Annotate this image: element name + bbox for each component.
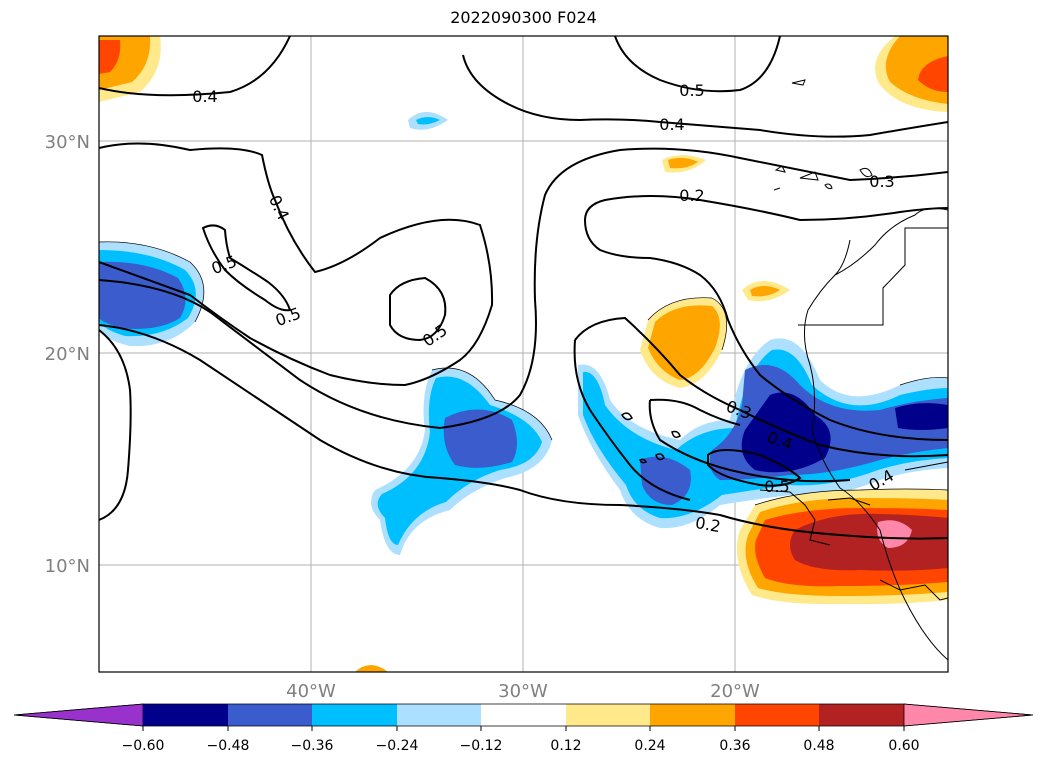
colorbar-segment [819, 704, 904, 726]
colorbar-segment [735, 704, 819, 726]
colorbar-tick-label: 0.48 [803, 738, 834, 754]
positive-anomaly-southeast [736, 489, 948, 605]
coastlines [759, 79, 948, 661]
negative-anomaly-central [371, 368, 552, 555]
colorbar-tick-label: −0.24 [376, 738, 419, 754]
map-area: 0.4 0.5 0.4 0.4 0.3 0.2 0.5 0.5 0.5 0.3 … [99, 36, 948, 672]
lon-label-40w: 40°W [286, 681, 336, 702]
positive-anomaly-top-left [99, 36, 161, 102]
lat-label-20n: 20°N [45, 344, 90, 365]
colorbar-segment [566, 704, 650, 726]
small-positive-spot [355, 665, 388, 672]
positive-anomaly-central [640, 297, 727, 388]
map-title: 2022090300 F024 [450, 8, 597, 27]
colorbar-tick-label: −0.12 [460, 738, 503, 754]
colorbar-segment [228, 704, 312, 726]
colorbar-segment [143, 704, 228, 726]
map-frame [98, 35, 949, 673]
contour-label: 0.5 [679, 81, 704, 100]
lon-label-30w: 30°W [498, 681, 548, 702]
colorbar-segment [481, 704, 566, 726]
contour-label: 0.5 [764, 477, 789, 496]
colorbar-tick-label: −0.48 [207, 738, 250, 754]
lat-label-10n: 10°N [45, 556, 90, 577]
contour-lines [99, 36, 948, 540]
contour-label: 0.2 [679, 186, 704, 205]
lon-labels: 40°W 30°W 20°W [286, 681, 760, 702]
colorbar: −0.60 −0.48 −0.36 −0.24 −0.12 0.12 0.24 … [13, 703, 1034, 754]
colorbar-tick-label: 0.12 [550, 738, 581, 754]
lat-labels: 30°N 20°N 10°N [45, 132, 90, 577]
positive-anomaly-top-right [875, 36, 948, 112]
colorbar-tick-label: 0.24 [634, 738, 665, 754]
colorbar-segment [650, 704, 735, 726]
colorbar-tick-label: −0.60 [122, 738, 165, 754]
colorbar-extend-high [903, 703, 1034, 727]
contour-label: 0.3 [869, 172, 894, 191]
colorbar-extend-low [13, 703, 144, 727]
colorbar-tick-label: −0.36 [291, 738, 334, 754]
contour-label: 0.4 [192, 87, 217, 106]
contour-label: 0.4 [659, 115, 684, 134]
colorbar-segment [312, 704, 397, 726]
lat-label-30n: 30°N [45, 132, 90, 153]
contour-label: 0.2 [694, 513, 722, 536]
lon-label-20w: 20°W [710, 681, 760, 702]
colorbar-tick-label: 0.36 [719, 738, 750, 754]
colorbar-segment [397, 704, 481, 726]
colorbar-tick-label: 0.60 [888, 738, 919, 754]
